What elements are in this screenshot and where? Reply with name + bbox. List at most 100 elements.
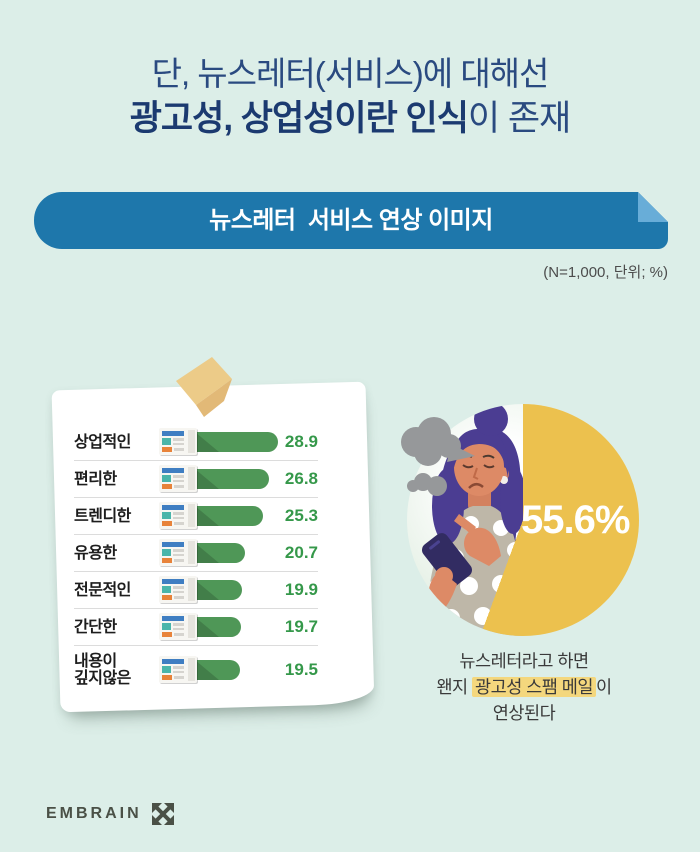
newspaper-icon-part (174, 448, 184, 451)
bar-chart: 상업적인 28.9 편리한 26.8 트렌디한 25.3 유용한 20.7 전문적인 19.9 간단… (74, 424, 318, 694)
newspaper-icon-part (162, 542, 184, 547)
newspaper-icon-part (174, 676, 184, 679)
newspaper-icon-part (188, 504, 195, 527)
banner-fold-corner-icon (638, 192, 668, 222)
bar-row: 트렌디한 25.3 (74, 498, 318, 535)
newspaper-icon-part (162, 623, 171, 630)
newspaper-icon-part (162, 666, 171, 673)
bar-category-label: 상업적인 (74, 433, 131, 451)
newspaper-icon-part (162, 521, 172, 526)
bar-value: 28.9 (284, 432, 318, 451)
bar (159, 539, 245, 566)
bar-value: 19.7 (284, 617, 318, 636)
bar-long-shadow (195, 506, 219, 526)
newspaper-icon-part (174, 522, 184, 525)
bar-long-shadow (195, 432, 219, 452)
bar-long-shadow (195, 580, 219, 600)
newspaper-icon-part (188, 541, 195, 564)
newspaper-icon-part (162, 616, 184, 621)
pie-caption: 뉴스레터라고 하면 왠지 광고성 스팸 메일 이 연상된다 (374, 648, 674, 726)
section-banner: 뉴스레터 서비스 연상 이미지 (34, 192, 668, 249)
page-title: 단, 뉴스레터(서비스)에 대해선 광고성, 상업성이란 인식이 존재 (0, 52, 700, 142)
bar-category-label: 내용이 깊지않은 (74, 653, 131, 687)
sample-size-note: (N=1,000, 단위; %) (543, 264, 668, 281)
newspaper-icon-part (188, 430, 195, 453)
bar-row: 내용이 깊지않은 19.5 (74, 646, 318, 694)
newspaper-icon-part (173, 586, 184, 589)
bar (159, 613, 241, 640)
caption-line2-prefix: 왠지 (436, 677, 472, 697)
newspaper-icon-part (174, 596, 184, 599)
newspaper-icon-part (173, 628, 184, 630)
newspaper-icon-part (173, 591, 184, 593)
newspaper-icon-part (173, 438, 184, 441)
newspaper-icon-part (162, 659, 184, 664)
newspaper-icon-part (162, 431, 184, 436)
newspaper-icon-part (162, 675, 172, 680)
bar (159, 428, 278, 455)
pie-chart: 55.6% (407, 404, 639, 636)
bar-long-shadow (195, 543, 219, 563)
title-line2: 광고성, 상업성이란 인식이 존재 (0, 96, 700, 142)
bar (159, 576, 242, 603)
bar-category-label: 트렌디한 (74, 507, 131, 525)
caption-line2: 왠지 광고성 스팸 메일 이 (374, 674, 674, 700)
newspaper-icon-part (173, 512, 184, 515)
caption-line3: 연상된다 (492, 703, 556, 723)
caption-line1: 뉴스레터라고 하면 (459, 651, 589, 671)
newspaper-icon-part (162, 505, 184, 510)
bar-row: 유용한 20.7 (74, 535, 318, 572)
newspaper-icon-part (162, 447, 172, 452)
newspaper-icon-part (188, 578, 195, 601)
bar-long-shadow (195, 617, 219, 637)
caption-highlight: 광고성 스팸 메일 (472, 677, 596, 697)
newspaper-icon-part (162, 586, 171, 593)
bar-row: 전문적인 19.9 (74, 572, 318, 609)
newspaper-icon-part (162, 475, 171, 482)
bar-row: 상업적인 28.9 (74, 424, 318, 461)
section-banner-title: 뉴스레터 서비스 연상 이미지 (209, 207, 493, 234)
pie-value-label: 55.6% (521, 498, 630, 542)
newspaper-icon-part (162, 595, 172, 600)
smoke-icon (401, 417, 475, 496)
newspaper-icon-part (162, 438, 171, 445)
bar-row: 간단한 19.7 (74, 609, 318, 646)
newspaper-icon (159, 502, 197, 529)
footer: EMBRAIN (46, 801, 176, 827)
bar (159, 465, 270, 492)
bar-value: 20.7 (284, 543, 318, 562)
newspaper-icon (159, 539, 197, 566)
newspaper-icon (159, 576, 197, 603)
newspaper-icon (159, 465, 197, 492)
newspaper-icon-part (174, 485, 184, 488)
newspaper-icon-part (173, 480, 184, 482)
newspaper-icon-part (173, 671, 184, 673)
bar-value: 19.9 (284, 580, 318, 599)
newspaper-icon-part (173, 623, 184, 626)
bar-long-shadow (195, 469, 219, 489)
title-line1: 단, 뉴스레터(서비스)에 대해선 (151, 55, 550, 92)
tape-icon (176, 357, 232, 417)
bar-row: 편리한 26.8 (74, 461, 318, 498)
newspaper-icon (159, 613, 197, 640)
newspaper-icon-part (173, 554, 184, 556)
newspaper-icon-part (188, 615, 195, 638)
bar-value: 25.3 (284, 506, 318, 525)
newspaper-icon-part (173, 666, 184, 669)
title-line2-rest: 이 존재 (467, 99, 571, 138)
newspaper-icon-part (162, 468, 184, 473)
bar-long-shadow (195, 660, 219, 680)
bar-category-label: 간단한 (74, 618, 117, 636)
newspaper-icon-part (162, 579, 184, 584)
embrain-arrows-icon (151, 803, 174, 825)
title-line2-bold: 광고성, 상업성이란 인식 (129, 99, 469, 138)
bar-category-label: 전문적인 (74, 581, 131, 599)
embrain-logo-text: EMBRAIN (46, 805, 142, 822)
bar-value: 19.5 (284, 660, 318, 679)
bar (159, 502, 264, 529)
newspaper-icon-part (174, 633, 184, 636)
newspaper-icon-part (162, 484, 172, 489)
newspaper-icon-part (173, 443, 184, 445)
newspaper-icon-part (173, 549, 184, 552)
